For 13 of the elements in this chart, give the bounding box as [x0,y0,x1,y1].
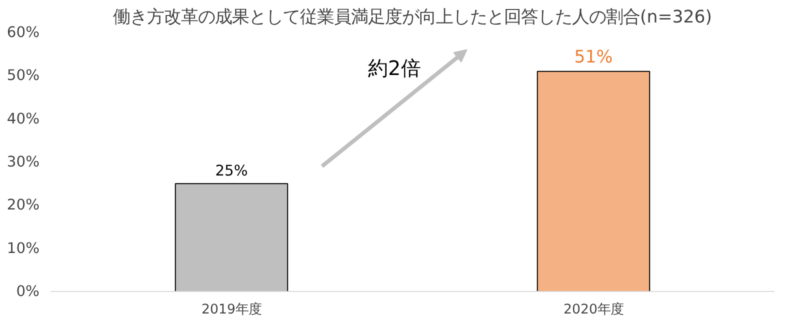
y-tick-label: 0% [16,283,40,300]
data-label: 51% [574,47,613,68]
y-tick-label: 10% [6,240,40,257]
x-tick-label: 2020年度 [564,302,624,318]
data-label: 25% [215,162,248,180]
annotation: 約2倍 [368,56,421,80]
x-tick-label: 2019年度 [202,302,262,318]
chart-title: 働き方改革の成果として従業員満足度が向上したと回答した人の割合(n=326) [112,8,712,28]
y-tick-label: 40% [6,110,40,128]
y-tick-label: 50% [6,67,40,84]
y-tick-label: 30% [6,154,40,170]
y-tick-label: 60% [6,24,40,41]
y-tick-label: 20% [6,196,40,214]
